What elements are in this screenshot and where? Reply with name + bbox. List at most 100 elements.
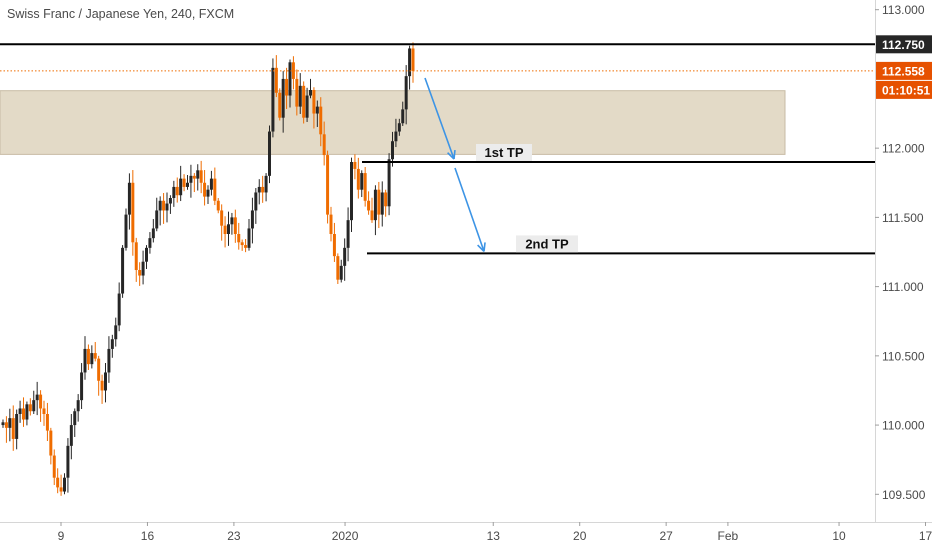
candle-body — [199, 170, 203, 183]
candle — [186, 175, 189, 190]
candle-body — [179, 178, 183, 196]
candle-body — [244, 245, 248, 248]
candle-body — [240, 242, 244, 246]
candle-body — [274, 67, 278, 93]
candle-body — [90, 353, 94, 365]
candle-body — [332, 234, 336, 257]
candle — [367, 191, 371, 215]
candle — [315, 100, 319, 127]
current-price-tag-bg — [876, 61, 932, 80]
candle-body — [257, 186, 261, 193]
candle — [203, 170, 207, 206]
candle — [18, 400, 22, 423]
candle-body — [404, 76, 408, 110]
candle — [411, 42, 415, 83]
candle — [247, 219, 251, 251]
candle-body — [11, 418, 15, 439]
candle — [404, 65, 408, 125]
candle — [25, 401, 29, 426]
candle — [168, 195, 172, 214]
candle-body — [264, 175, 268, 193]
candle-body — [350, 162, 353, 221]
candle-body — [250, 210, 254, 229]
candle — [22, 397, 25, 427]
countdown-tag: 01:10:51 — [876, 80, 932, 99]
candle — [377, 181, 381, 229]
candle-body — [32, 400, 36, 412]
down-arrow-2-shaft — [454, 167, 485, 252]
candle — [237, 222, 241, 250]
candle — [189, 164, 193, 198]
candle — [80, 363, 84, 410]
candle-body — [107, 348, 111, 373]
x-tick-label: 2020 — [332, 529, 359, 543]
candle — [216, 198, 220, 214]
countdown-tag-bg — [876, 80, 932, 99]
candle — [124, 208, 128, 251]
candle-body — [298, 85, 302, 107]
candle — [360, 170, 364, 198]
tp1-label-text: 1st TP — [484, 145, 523, 160]
candle — [35, 381, 39, 416]
x-tick-label: 20 — [573, 529, 587, 543]
candle — [353, 154, 357, 180]
down-arrow-1[interactable] — [424, 77, 456, 160]
candle-body — [223, 225, 227, 234]
x-tick-label: 17 — [919, 529, 932, 543]
candle-body — [148, 238, 152, 248]
candle — [244, 238, 248, 253]
candle — [298, 73, 302, 114]
candle — [172, 180, 176, 207]
candle — [182, 174, 186, 192]
candle — [69, 414, 73, 460]
candle — [127, 173, 131, 230]
candle-body — [261, 186, 265, 193]
candle — [220, 204, 224, 241]
candle — [288, 59, 292, 108]
candle-body — [233, 217, 237, 234]
resistance-price-tag-bg — [876, 35, 932, 54]
candle — [39, 390, 43, 422]
candle-body — [254, 192, 258, 211]
candle-body — [326, 155, 330, 215]
candle — [373, 185, 377, 236]
y-tick-label: 111.000 — [882, 280, 924, 294]
candle-body — [373, 189, 377, 221]
candle — [363, 166, 367, 207]
candle-body — [59, 487, 63, 492]
down-arrow-2[interactable] — [454, 167, 486, 252]
candle — [45, 402, 49, 441]
candle-body — [209, 178, 213, 190]
candle-body — [28, 404, 32, 412]
candle — [52, 449, 56, 486]
candle — [397, 118, 401, 136]
candle — [387, 153, 391, 216]
candle-body — [141, 261, 145, 276]
candle-body — [138, 270, 142, 276]
y-tick-label: 110.000 — [882, 419, 925, 433]
y-tick-label: 112.000 — [882, 142, 925, 156]
candle — [165, 192, 169, 223]
candle — [380, 181, 384, 227]
candle — [158, 196, 162, 226]
candle — [250, 197, 254, 244]
candle — [261, 175, 265, 203]
candle — [356, 157, 360, 199]
candle — [134, 237, 138, 282]
x-tick-label: 10 — [832, 529, 846, 543]
candle — [350, 157, 353, 233]
candle — [59, 474, 63, 496]
candle — [151, 219, 155, 243]
candle — [401, 101, 405, 126]
candle-body — [192, 175, 196, 179]
down-arrow-1-head — [447, 152, 455, 160]
candle — [271, 58, 275, 138]
resistance-price-tag-text: 112.750 — [882, 38, 925, 52]
candle — [131, 170, 135, 256]
candle-body — [134, 242, 138, 270]
candle-body — [196, 170, 200, 179]
x-tick-label: 23 — [227, 529, 241, 543]
candle — [312, 87, 316, 129]
candle-body — [8, 418, 12, 428]
